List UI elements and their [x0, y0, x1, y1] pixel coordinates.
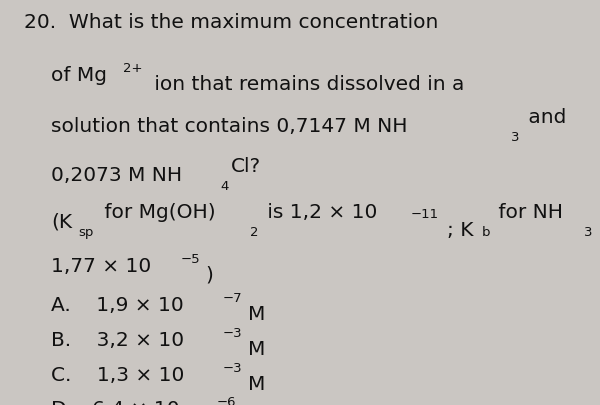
Text: ; K: ; K: [447, 221, 474, 240]
Text: C.    1,3 × 10: C. 1,3 × 10: [51, 365, 184, 384]
Text: solution that contains 0,7147 M NH: solution that contains 0,7147 M NH: [51, 117, 407, 136]
Text: 1,77 × 10: 1,77 × 10: [51, 256, 151, 275]
Text: −3: −3: [223, 326, 242, 339]
Text: −7: −7: [222, 291, 242, 304]
Text: M: M: [248, 374, 266, 393]
Text: −6: −6: [217, 395, 236, 405]
Text: 20.  What is the maximum concentration: 20. What is the maximum concentration: [24, 13, 439, 32]
Text: A.    1,9 × 10: A. 1,9 × 10: [51, 295, 184, 314]
Text: B.    3,2 × 10: B. 3,2 × 10: [51, 330, 184, 349]
Text: sp: sp: [78, 226, 94, 239]
Text: for NH: for NH: [493, 203, 563, 222]
Text: 0,2073 M NH: 0,2073 M NH: [51, 165, 182, 184]
Text: is 1,2 × 10: is 1,2 × 10: [261, 203, 377, 222]
Text: and: and: [522, 108, 566, 127]
Text: Cl?: Cl?: [231, 156, 261, 175]
Text: M: M: [248, 304, 265, 323]
Text: is: is: [595, 203, 600, 222]
Text: 4: 4: [220, 179, 229, 192]
Text: −11: −11: [411, 208, 439, 221]
Text: 3: 3: [511, 130, 520, 143]
Text: for Mg(OH): for Mg(OH): [98, 203, 216, 222]
Text: D.   6,4 × 10: D. 6,4 × 10: [51, 399, 179, 405]
Text: ): ): [206, 265, 214, 284]
Text: 3: 3: [584, 226, 593, 239]
Text: b: b: [481, 226, 490, 239]
Text: 2: 2: [250, 226, 259, 239]
Text: −5: −5: [181, 252, 200, 265]
Text: M: M: [248, 339, 265, 358]
Text: ion that remains dissolved in a: ion that remains dissolved in a: [148, 75, 465, 94]
Text: −3: −3: [223, 361, 243, 374]
Text: of Mg: of Mg: [51, 66, 107, 85]
Text: (K: (K: [51, 212, 72, 231]
Text: 2+: 2+: [123, 62, 143, 75]
